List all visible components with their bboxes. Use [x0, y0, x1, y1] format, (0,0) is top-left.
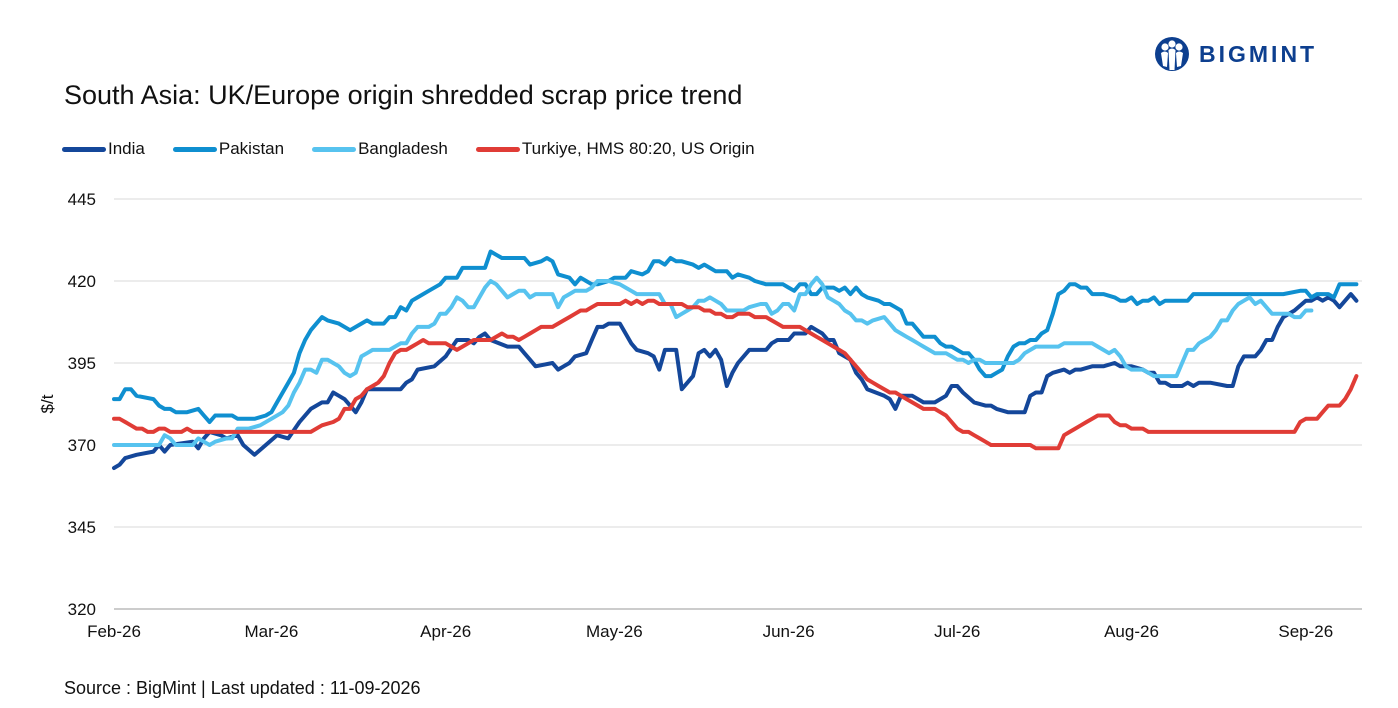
legend-swatch — [62, 146, 106, 152]
y-tick-label: 370 — [68, 436, 96, 455]
legend-label: Turkiye, HMS 80:20, US Origin — [521, 139, 755, 158]
legend-item: Turkiye, HMS 80:20, US Origin — [475, 139, 755, 159]
x-tick-label: Aug-26 — [1104, 622, 1159, 641]
x-tick-label: Mar-26 — [244, 622, 298, 641]
series-line-india — [112, 292, 1359, 470]
series-line-turkiye-hms-80-20-us-origin — [112, 298, 1359, 451]
source-note: Source : BigMint | Last updated : 11-09-… — [64, 678, 421, 698]
people-globe-logo-icon — [1155, 37, 1189, 71]
x-tick-label: Sep-26 — [1278, 622, 1333, 641]
x-tick-label: Apr-26 — [420, 622, 471, 641]
y-tick-label: 345 — [68, 518, 96, 537]
legend-swatch — [475, 146, 520, 152]
legend-swatch — [172, 146, 217, 152]
y-axis-label: $/t — [38, 394, 57, 413]
legend-label: India — [108, 139, 145, 158]
y-tick-label: 320 — [68, 600, 96, 619]
bigmint-logo[interactable]: BIGMINT — [1154, 36, 1317, 72]
legend-item: India — [62, 139, 145, 159]
x-tick-label: Jul-26 — [934, 622, 980, 641]
y-tick-label: 445 — [68, 190, 96, 209]
series-line-bangladesh — [112, 275, 1314, 447]
x-tick-label: May-26 — [586, 622, 643, 641]
brand-name: BIGMINT — [1199, 40, 1318, 67]
legend-item: Bangladesh — [312, 139, 448, 159]
legend-swatch — [312, 146, 357, 152]
x-tick-label: Jun-26 — [763, 622, 815, 641]
chart-title: South Asia: UK/Europe origin shredded sc… — [64, 80, 743, 110]
legend-item: Pakistan — [172, 139, 285, 159]
y-tick-label: 395 — [68, 354, 96, 373]
legend-label: Bangladesh — [358, 139, 448, 158]
y-tick-label: 420 — [68, 272, 96, 291]
legend-label: Pakistan — [218, 139, 285, 158]
chart-legend: India Pakistan Bangladesh Turkiye, HMS 80:2… — [62, 139, 783, 159]
series-line-pakistan — [112, 249, 1359, 424]
x-tick-label: Feb-26 — [87, 622, 141, 641]
